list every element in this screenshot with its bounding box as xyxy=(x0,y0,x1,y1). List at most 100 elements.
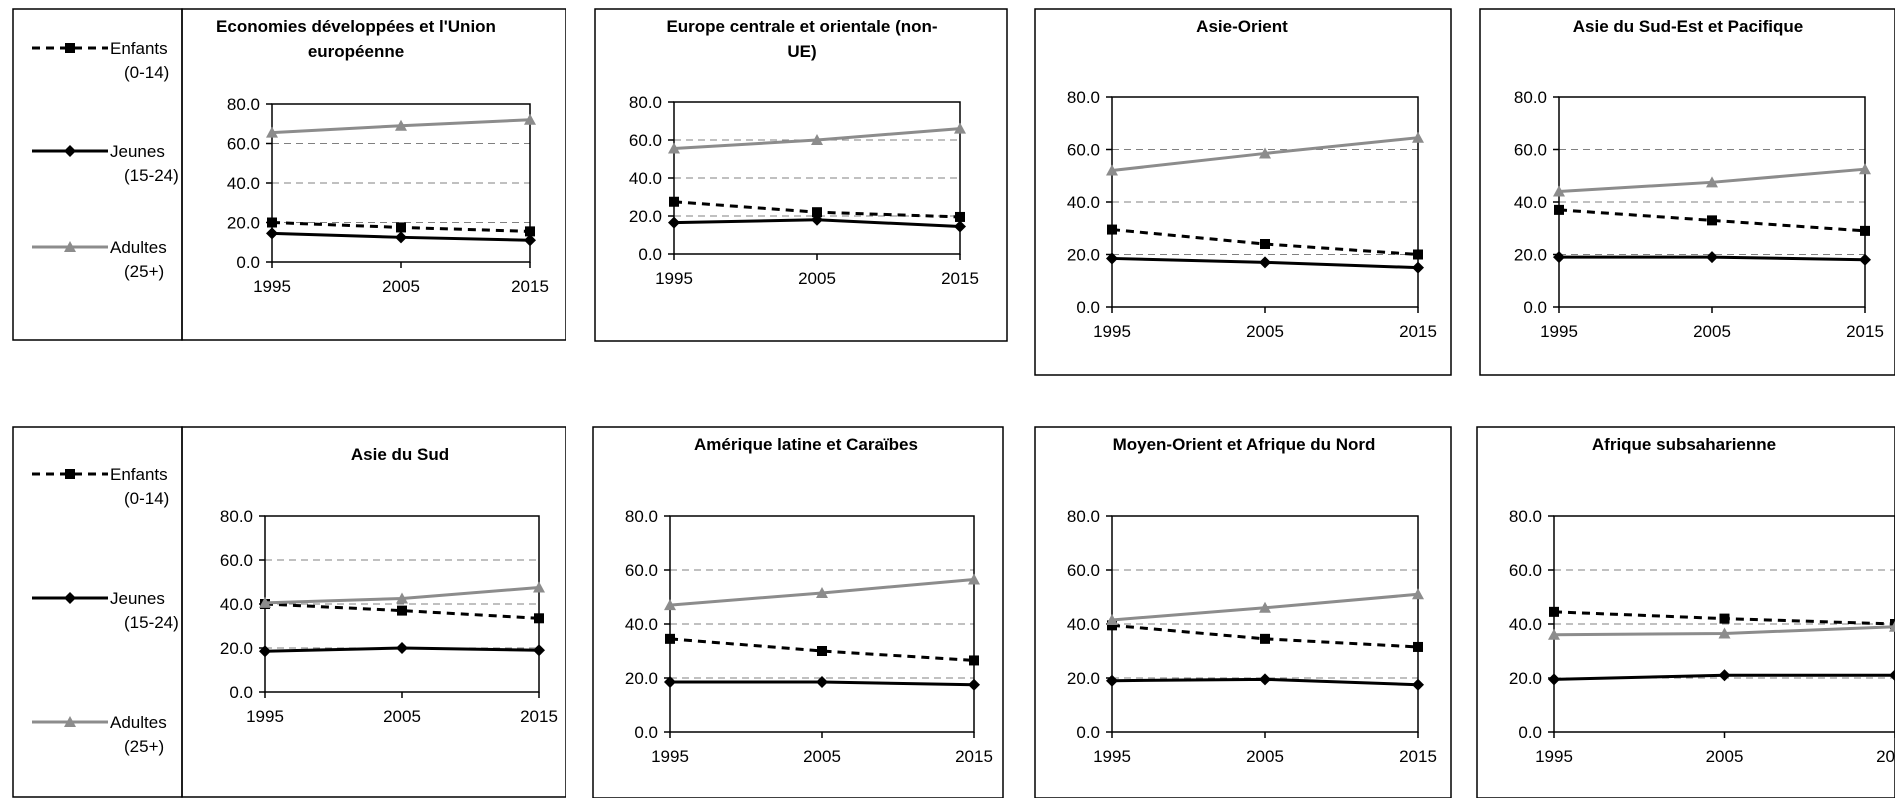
chart-3-svg: Asie-Orient 0.0 20.0 40.0 60.0 80.0 1995 2005 20… xyxy=(1034,8,1452,376)
chart-4-title-line: Asie du Sud-Est et Pacifique xyxy=(1573,17,1804,36)
legend-sublabel-adultes: (25+) xyxy=(124,262,164,281)
y-tick-label: 20.0 xyxy=(625,669,658,688)
y-tick-label: 40.0 xyxy=(1514,193,1547,212)
x-tick-label: 2015 xyxy=(520,707,558,726)
data-point-adultes xyxy=(954,122,966,134)
legend-label-enfants: Enfants xyxy=(110,465,168,484)
data-point-jeunes xyxy=(1259,256,1271,269)
x-tick-label: 1995 xyxy=(651,747,689,766)
chart-6-title: Amérique latine et Caraïbes xyxy=(694,435,918,454)
data-point-enfants xyxy=(1549,606,1559,617)
data-point-enfants xyxy=(267,217,277,228)
data-point-enfants xyxy=(1860,225,1870,236)
data-point-enfants xyxy=(665,633,675,644)
data-point-adultes xyxy=(266,126,278,138)
data-point-jeunes xyxy=(1548,673,1560,686)
chart-6-title-line: Amérique latine et Caraïbes xyxy=(694,435,918,454)
data-point-adultes xyxy=(1412,588,1424,600)
chart-1-svg: Economies développées et l'Union européen… xyxy=(12,8,566,341)
chart-8-title-line: Afrique subsaharienne xyxy=(1592,435,1776,454)
chart-1-title: Economies développées et l'Union européen… xyxy=(216,17,496,61)
chart-7-title: Moyen-Orient et Afrique du Nord xyxy=(1113,435,1376,454)
data-point-jeunes xyxy=(1106,674,1118,687)
data-point-enfants xyxy=(812,207,822,218)
chart-frame xyxy=(1034,8,1452,376)
chart-3-title-line: Asie-Orient xyxy=(1196,17,1288,36)
y-tick-label: 80.0 xyxy=(227,95,260,114)
data-point-adultes xyxy=(1412,131,1424,143)
data-point-jeunes xyxy=(1106,252,1118,265)
data-point-jeunes xyxy=(1889,669,1895,682)
data-point-adultes xyxy=(664,599,676,611)
data-point-enfants xyxy=(1260,633,1270,644)
plot-area xyxy=(1111,96,1419,308)
chart-8-svg: Afrique subsaharienne 0.0 20.0 40.0 60.0 80.0… xyxy=(1476,426,1895,798)
plot-area xyxy=(1558,96,1866,308)
x-tick-label: 1995 xyxy=(1093,322,1131,341)
legend-sublabel-adultes: (25+) xyxy=(124,737,164,756)
data-point-enfants xyxy=(1707,215,1717,226)
y-tick-label: 20.0 xyxy=(629,207,662,226)
data-point-adultes xyxy=(395,119,407,131)
data-point-adultes xyxy=(1889,620,1895,632)
chart-7-title-line: Moyen-Orient et Afrique du Nord xyxy=(1113,435,1376,454)
x-tick-label: 2015 xyxy=(511,277,549,296)
data-point-enfants xyxy=(1260,239,1270,249)
y-tick-label: 60.0 xyxy=(1509,561,1542,580)
y-tick-label: 80.0 xyxy=(1509,507,1542,526)
chart-frame xyxy=(181,8,566,341)
legend: Enfants (0-14) Jeunes (15-24) Adultes (25+) xyxy=(32,39,179,281)
data-point-enfants xyxy=(525,226,535,237)
data-point-adultes xyxy=(396,592,408,604)
y-tick-label: 40.0 xyxy=(220,595,253,614)
series-line-enfants xyxy=(264,602,540,620)
y-tick-label: 20.0 xyxy=(1514,246,1547,265)
data-point-adultes xyxy=(1106,164,1118,176)
x-tick-label: 2015 xyxy=(955,747,993,766)
data-point-jeunes xyxy=(816,676,828,689)
legend-sublabel-enfants: (0-14) xyxy=(124,63,169,82)
data-point-enfants xyxy=(1413,249,1423,260)
data-point-jeunes xyxy=(968,678,980,691)
data-point-enfants xyxy=(1719,613,1730,624)
chart-panel-7: Moyen-Orient et Afrique du Nord 0.0 20.0 40… xyxy=(1034,426,1452,798)
x-tick-label: 2015 xyxy=(1876,747,1895,766)
chart-1-title-line: Economies développées et l'Union xyxy=(216,17,496,36)
data-point-enfants xyxy=(1890,619,1895,629)
x-tick-label: 1995 xyxy=(253,277,291,296)
x-tick-label: 2005 xyxy=(803,747,841,766)
data-point-adultes xyxy=(1259,147,1271,159)
chart-frame xyxy=(594,8,1008,342)
y-tick-label: 20.0 xyxy=(227,214,260,233)
data-point-adultes xyxy=(1259,601,1271,613)
chart-8-title: Afrique subsaharienne xyxy=(1592,435,1776,454)
data-point-adultes xyxy=(668,142,680,154)
data-point-jeunes xyxy=(1718,669,1731,682)
legend-sublabel-jeunes: (15-24) xyxy=(124,613,179,632)
x-tick-label: 1995 xyxy=(1093,747,1131,766)
y-tick-label: 60.0 xyxy=(625,561,658,580)
legend-marker-enfants xyxy=(65,469,75,479)
y-tick-label: 40.0 xyxy=(1067,615,1100,634)
x-tick-label: 1995 xyxy=(655,269,693,288)
data-point-adultes xyxy=(1718,627,1731,639)
x-tick-label: 2005 xyxy=(383,707,421,726)
data-point-jeunes xyxy=(811,213,823,226)
chart-frame xyxy=(1476,426,1895,798)
y-tick-label: 20.0 xyxy=(220,639,253,658)
legend-label-enfants: Enfants xyxy=(110,39,168,58)
y-tick-label: 80.0 xyxy=(1067,88,1100,107)
y-tick-label: 80.0 xyxy=(220,507,253,526)
chart-5-svg: Asie du Sud 0.0 20.0 40.0 60.0 80.0 1995 2005 20… xyxy=(12,426,566,798)
chart-2-title-line: Europe centrale et orientale (non- xyxy=(666,17,937,36)
y-tick-label: 0.0 xyxy=(1076,298,1100,317)
y-tick-label: 60.0 xyxy=(220,551,253,570)
x-tick-label: 2015 xyxy=(1399,747,1437,766)
data-point-jeunes xyxy=(395,231,407,244)
chart-panel-3: Asie-Orient 0.0 20.0 40.0 60.0 80.0 1995 2005 20… xyxy=(1034,8,1452,376)
legend-marker-enfants xyxy=(65,43,75,53)
x-tick-label: 2005 xyxy=(382,277,420,296)
data-point-enfants xyxy=(969,655,979,666)
data-point-enfants xyxy=(397,605,407,616)
chart-panel-8: Afrique subsaharienne 0.0 20.0 40.0 60.0 80.0… xyxy=(1476,426,1895,798)
